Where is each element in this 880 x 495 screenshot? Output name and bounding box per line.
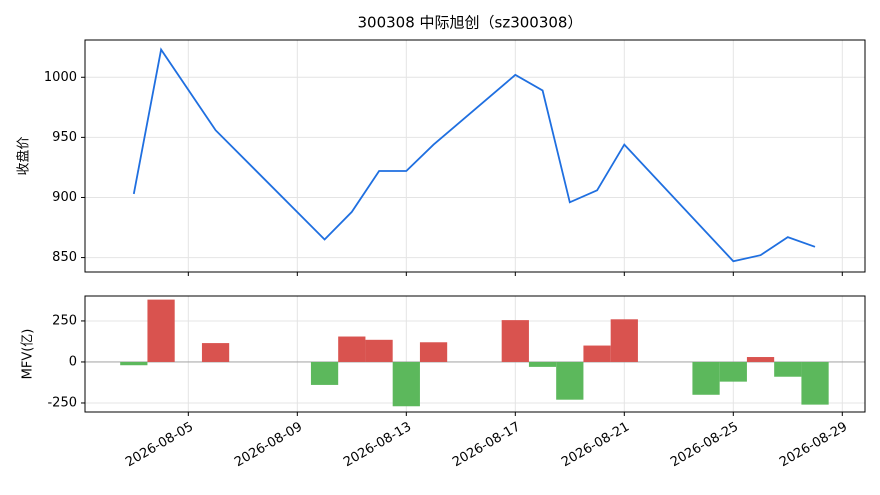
bar bbox=[419, 342, 448, 362]
y-tick-label: 250 bbox=[52, 313, 77, 328]
x-tick-label: 2026-08-13 bbox=[341, 420, 414, 471]
bar bbox=[147, 299, 175, 362]
bar bbox=[556, 361, 584, 400]
y-tick-label: -250 bbox=[47, 395, 77, 410]
plot-frame bbox=[84, 295, 866, 413]
bar bbox=[692, 361, 720, 395]
bar bbox=[610, 319, 638, 362]
line-series bbox=[132, 47, 816, 263]
bar bbox=[338, 336, 366, 362]
x-tick-label: 2026-08-25 bbox=[668, 420, 741, 471]
x-tick-label: 2026-08-17 bbox=[450, 420, 523, 471]
y-tick-label: 0 bbox=[69, 354, 77, 369]
bar bbox=[365, 339, 393, 362]
y-axis-label: MFV(亿) bbox=[21, 329, 36, 380]
bar bbox=[120, 361, 148, 366]
bar bbox=[719, 361, 747, 382]
bar bbox=[746, 357, 775, 362]
bar bbox=[528, 361, 557, 367]
y-tick-label: 950 bbox=[52, 130, 77, 145]
bar bbox=[501, 320, 529, 362]
bar bbox=[801, 361, 829, 405]
x-tick-label: 2026-08-09 bbox=[232, 420, 305, 471]
plot-frame bbox=[84, 39, 866, 273]
bar bbox=[583, 345, 611, 362]
bar bbox=[774, 361, 802, 377]
bar bbox=[392, 361, 420, 407]
y-tick-label: 1000 bbox=[44, 70, 77, 85]
x-tick-label: 2026-08-05 bbox=[123, 420, 196, 471]
chart-title: 300308 中际旭创（sz300308） bbox=[358, 14, 583, 32]
y-axis-label: 收盘价 bbox=[16, 136, 32, 175]
y-tick-label: 900 bbox=[52, 190, 77, 205]
x-tick-label: 2026-08-21 bbox=[559, 420, 632, 471]
bar bbox=[310, 361, 339, 385]
x-tick-label: 2026-08-29 bbox=[777, 420, 850, 471]
bar bbox=[201, 343, 230, 362]
y-tick-label: 850 bbox=[52, 250, 77, 265]
